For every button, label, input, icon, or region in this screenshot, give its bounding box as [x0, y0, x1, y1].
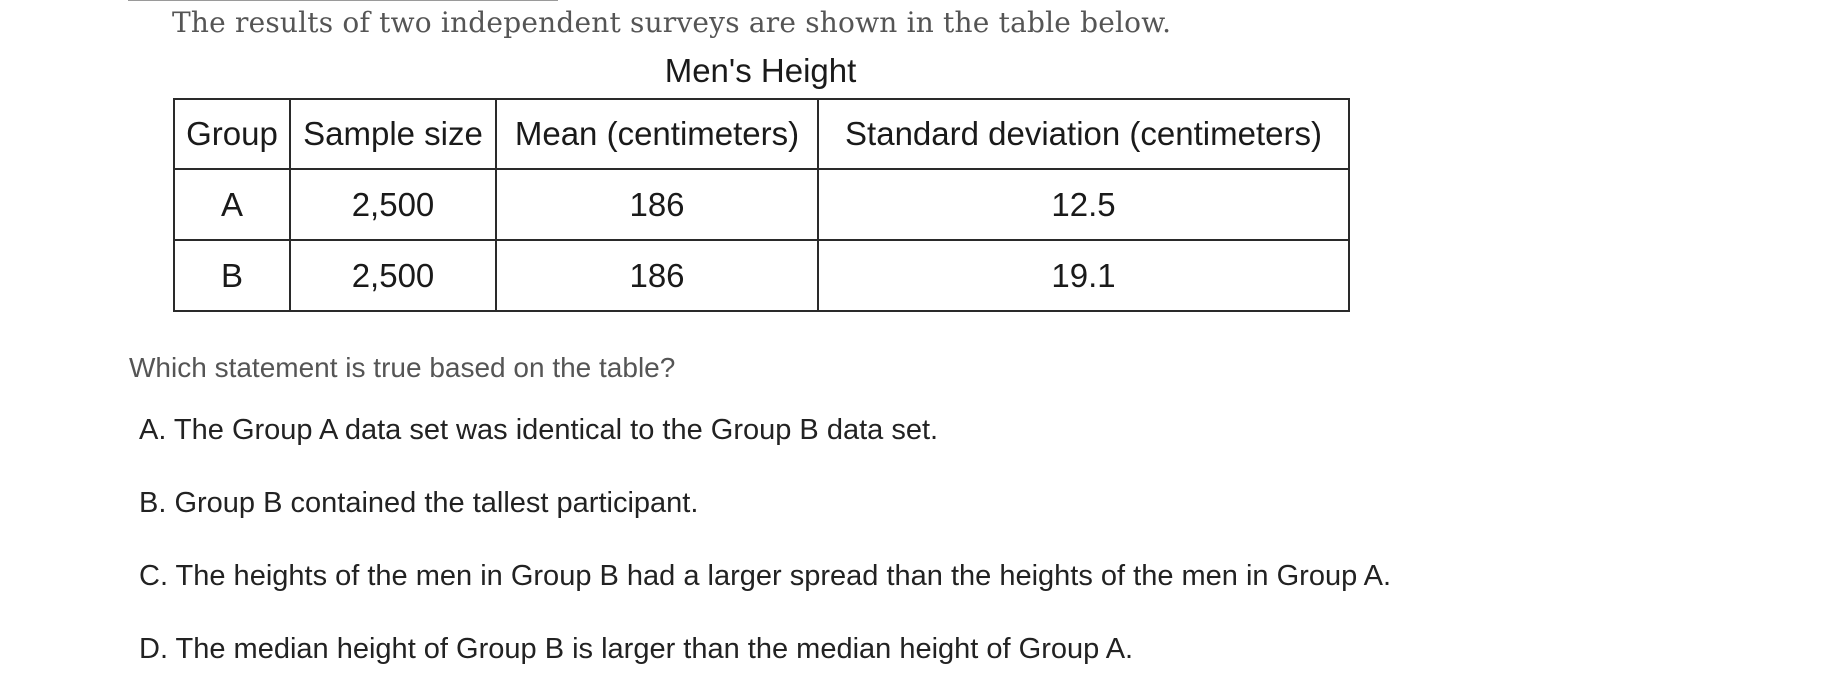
header-group: Group: [173, 98, 291, 170]
cell-sample-size: 2,500: [289, 239, 497, 312]
table-header-row: Group Sample size Mean (centimeters) Sta…: [173, 98, 1350, 170]
cell-mean: 186: [495, 168, 819, 241]
answer-choices: A. The Group A data set was identical to…: [139, 414, 1391, 698]
choice-a[interactable]: A. The Group A data set was identical to…: [139, 414, 939, 446]
survey-table: Group Sample size Mean (centimeters) Sta…: [173, 98, 1350, 312]
header-mean: Mean (centimeters): [495, 98, 819, 170]
cell-standard-deviation: 12.5: [817, 168, 1350, 241]
cell-standard-deviation: 19.1: [817, 239, 1350, 312]
cell-sample-size: 2,500: [289, 168, 497, 241]
table-title: Men's Height: [664, 52, 857, 89]
header-sample-size: Sample size: [289, 98, 497, 170]
question-prompt: Which statement is true based on the tab…: [129, 352, 676, 383]
intro-text: The results of two independent surveys a…: [172, 6, 1172, 39]
top-divider: [128, 0, 558, 1]
table-row: B 2,500 186 19.1: [173, 239, 1350, 312]
header-standard-deviation: Standard deviation (centimeters): [817, 98, 1350, 170]
cell-mean: 186: [495, 239, 819, 312]
choice-c[interactable]: C. The heights of the men in Group B had…: [139, 560, 1392, 592]
choice-d[interactable]: D. The median height of Group B is large…: [139, 633, 1134, 665]
table-row: A 2,500 186 12.5: [173, 168, 1350, 241]
cell-group: B: [173, 239, 291, 312]
choice-b[interactable]: B. Group B contained the tallest partici…: [139, 487, 699, 519]
cell-group: A: [173, 168, 291, 241]
